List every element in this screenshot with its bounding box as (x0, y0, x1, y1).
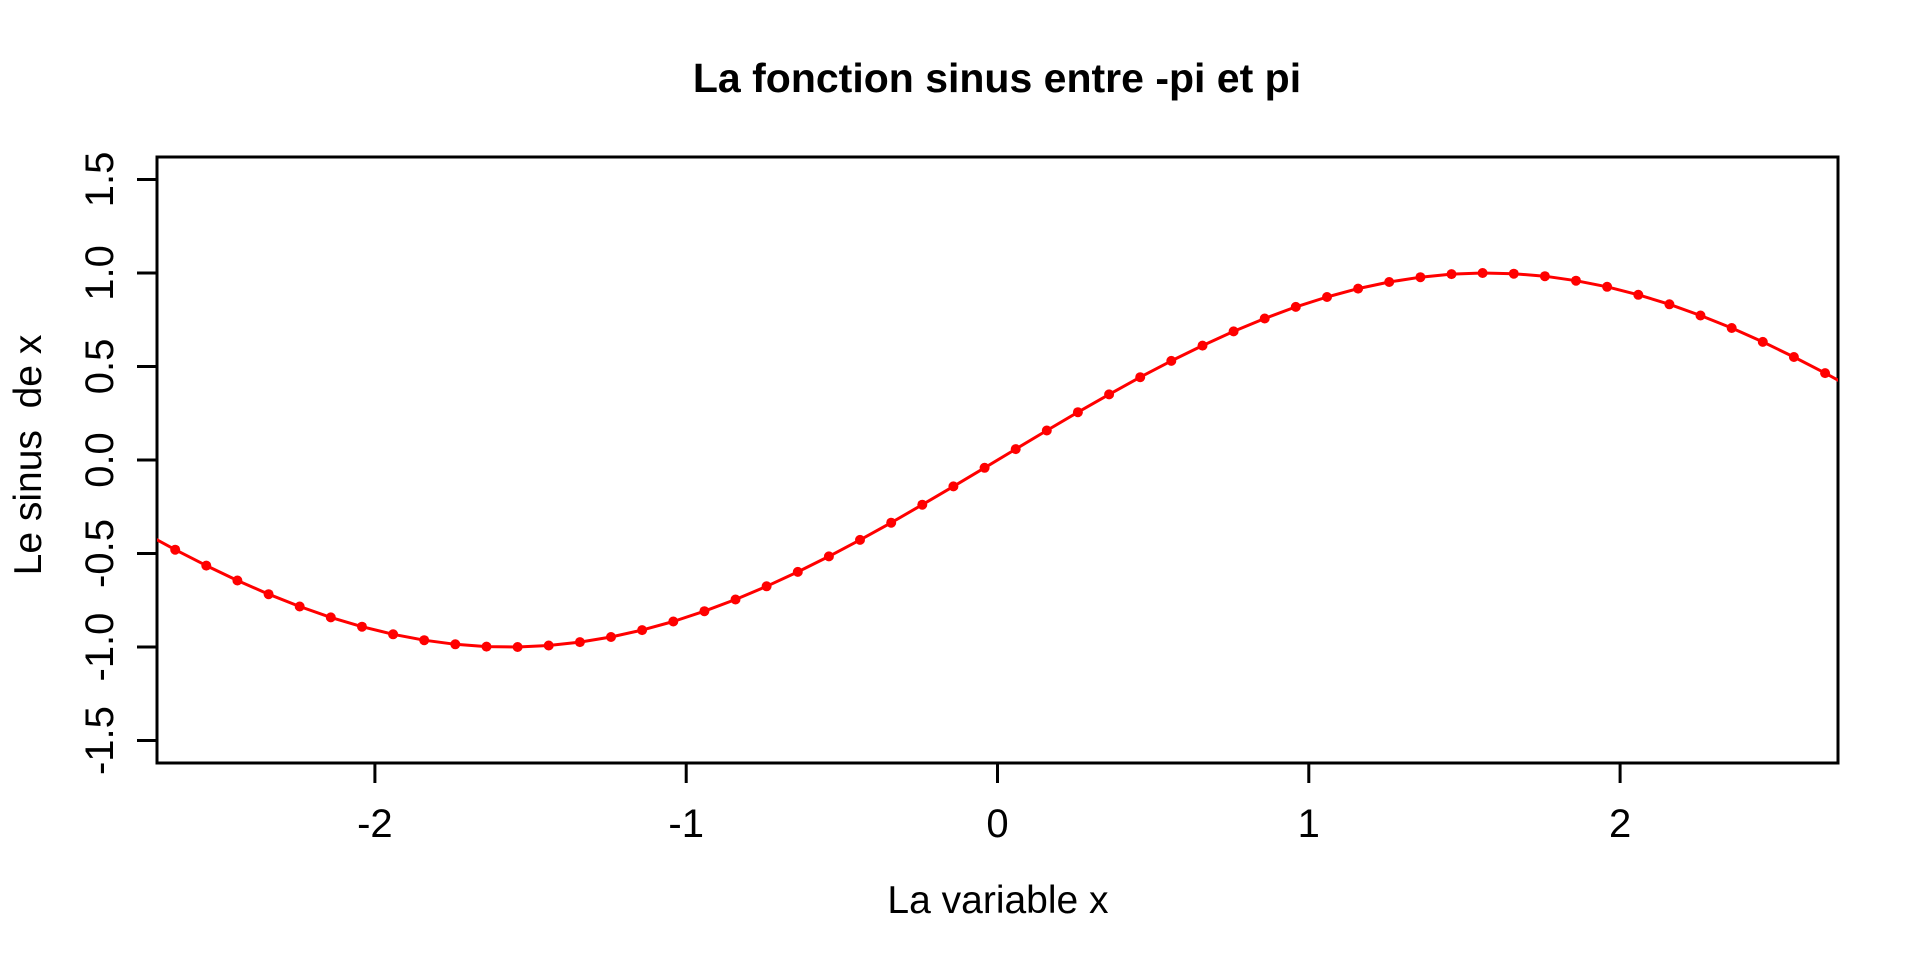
series-group (77, 268, 1920, 652)
data-point (730, 594, 741, 605)
chart-title: La fonction sinus entre -pi et pi (693, 55, 1301, 101)
data-point (139, 528, 149, 538)
data-point (1602, 281, 1613, 292)
data-point (948, 481, 959, 492)
x-tick-label: 2 (1609, 802, 1631, 846)
data-point (357, 621, 367, 632)
y-tick-label: 1.0 (78, 245, 122, 301)
x-axis: -2 -1 0 1 2 (357, 763, 1631, 846)
data-point (1010, 444, 1021, 455)
y-tick-label: -1.5 (78, 706, 122, 775)
data-point (1664, 299, 1675, 310)
data-point (1353, 283, 1364, 294)
data-point (855, 534, 865, 545)
data-point (481, 641, 492, 652)
data-point (108, 510, 118, 520)
data-point (388, 629, 399, 640)
y-tick-label: -1.0 (78, 613, 122, 682)
y-axis: -1.5 -1.0 -0.5 0.0 0.5 1.0 1.5 (78, 152, 157, 775)
data-point (1290, 301, 1301, 312)
data-point (1041, 425, 1052, 436)
data-point (1477, 268, 1488, 278)
data-point (823, 551, 834, 562)
data-point (1228, 326, 1239, 337)
data-point (1571, 275, 1581, 286)
data-point (1072, 407, 1083, 418)
data-point (1104, 389, 1115, 400)
data-point (512, 642, 523, 652)
data-point (1788, 352, 1799, 362)
data-point (1166, 355, 1177, 366)
data-point (294, 601, 305, 612)
y-tick-label: -0.5 (78, 519, 122, 588)
data-point (1539, 271, 1550, 282)
x-axis-label: La variable x (887, 879, 1109, 922)
data-point (1197, 340, 1208, 351)
data-point (1446, 269, 1457, 280)
sine-curve (157, 271, 1838, 649)
data-point (979, 462, 990, 473)
data-point (543, 640, 554, 651)
data-point (170, 544, 181, 555)
data-point (886, 517, 897, 528)
data-point (637, 625, 648, 636)
data-point (917, 499, 928, 510)
x-tick-label: 1 (1298, 802, 1320, 846)
x-tick-label: -1 (668, 802, 704, 846)
data-point (232, 575, 243, 586)
data-point (1135, 372, 1146, 383)
data-point (450, 639, 461, 650)
data-point (574, 637, 585, 648)
data-point (263, 589, 274, 600)
y-axis-label: Le sinus de x (7, 334, 50, 575)
data-point (606, 632, 616, 642)
data-point (1757, 336, 1768, 347)
data-point (325, 612, 336, 623)
data-point (201, 560, 212, 571)
data-point (1259, 313, 1270, 324)
data-point (1322, 292, 1332, 302)
data-point (1726, 323, 1737, 333)
data-point (1695, 310, 1706, 321)
data-point (668, 616, 679, 627)
data-point (1415, 272, 1426, 283)
data-point (1882, 403, 1892, 413)
x-tick-label: 0 (986, 802, 1008, 846)
data-point (761, 581, 772, 592)
data-point (699, 606, 710, 617)
data-point (1913, 421, 1920, 431)
y-tick-label: 1.5 (78, 152, 122, 208)
y-tick-label: 0.5 (78, 339, 122, 395)
y-tick-label: 0.0 (78, 432, 122, 488)
data-point (1508, 268, 1519, 279)
data-point (1384, 277, 1395, 287)
data-point (77, 492, 87, 502)
data-point (1633, 289, 1644, 300)
data-point (792, 566, 803, 577)
data-point (1820, 368, 1831, 379)
x-tick-label: -2 (357, 802, 393, 846)
data-point (1851, 385, 1861, 395)
data-point (419, 635, 430, 646)
